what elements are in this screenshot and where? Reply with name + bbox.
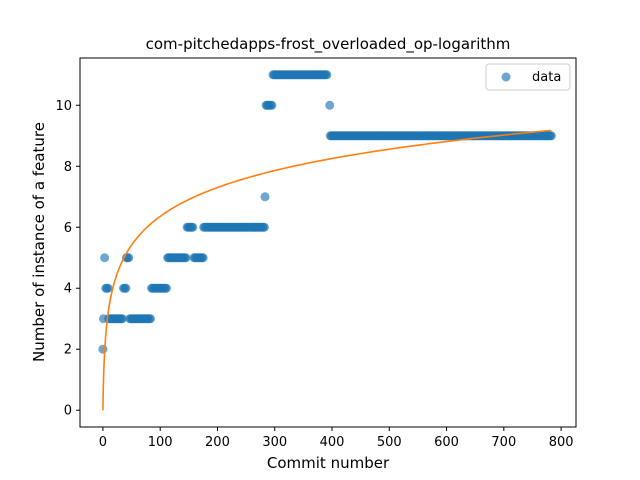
y-tick-label: 10 <box>55 99 72 114</box>
legend-box <box>485 63 571 91</box>
data-point <box>117 314 127 324</box>
y-tick-label: 2 <box>64 343 72 358</box>
data-point <box>322 70 332 80</box>
x-tick-label: 800 <box>549 435 574 450</box>
x-tick-label: 200 <box>205 435 230 450</box>
x-tick-label: 0 <box>99 435 107 450</box>
data-point <box>267 100 277 110</box>
legend-label-data: data <box>532 70 561 85</box>
legend-marker <box>501 72 511 82</box>
data-point <box>124 253 134 263</box>
x-tick-label: 300 <box>262 435 287 450</box>
data-point <box>198 253 208 263</box>
data-point <box>100 253 110 263</box>
data-point <box>260 192 270 202</box>
chart-title: com-pitchedapps-frost_overloaded_op-loga… <box>146 35 511 54</box>
plot-frame <box>79 57 577 428</box>
x-tick-label: 600 <box>434 435 459 450</box>
data-point <box>121 283 131 293</box>
legend: data <box>485 63 571 91</box>
x-axis-label: Commit number <box>267 454 390 472</box>
data-point <box>161 283 171 293</box>
x-axis-ticks: 0 100 200 300 400 500 600 700 800 <box>99 427 574 450</box>
scatter-points <box>98 70 556 354</box>
fit-line <box>102 129 552 411</box>
fit-line-layer <box>102 129 552 411</box>
y-tick-label: 4 <box>64 282 72 297</box>
y-tick-label: 0 <box>64 404 72 419</box>
y-tick-label: 6 <box>64 221 72 236</box>
data-point <box>188 222 198 232</box>
y-axis-ticks: 0 2 4 6 8 10 <box>55 99 80 419</box>
data-point <box>325 100 335 110</box>
data-point <box>98 344 108 354</box>
x-tick-label: 700 <box>491 435 516 450</box>
data-point <box>103 283 113 293</box>
x-tick-label: 400 <box>320 435 345 450</box>
y-axis-label: Number of instance of a feature <box>30 122 48 362</box>
y-tick-label: 8 <box>64 160 72 175</box>
data-point <box>546 131 556 141</box>
data-point <box>181 253 191 263</box>
x-tick-label: 500 <box>377 435 402 450</box>
data-point <box>259 222 269 232</box>
data-point <box>145 314 155 324</box>
x-tick-label: 100 <box>148 435 173 450</box>
